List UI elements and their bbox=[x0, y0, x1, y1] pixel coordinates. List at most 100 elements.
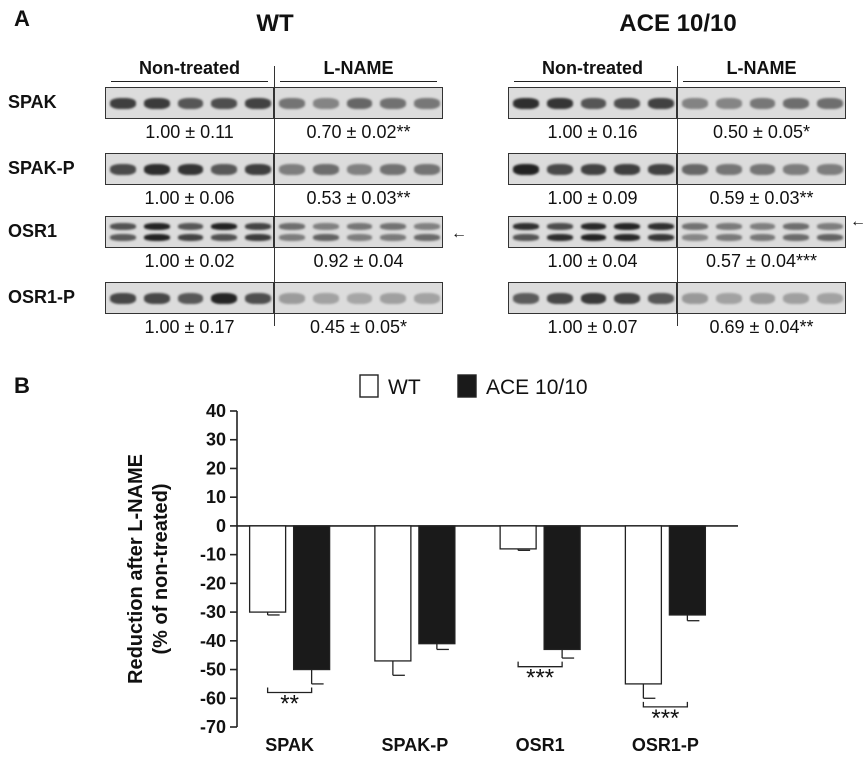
blot-band bbox=[414, 164, 440, 175]
blot-band bbox=[817, 98, 843, 109]
blot-band bbox=[346, 234, 373, 241]
blot-band bbox=[614, 164, 641, 175]
blot-band bbox=[513, 164, 539, 175]
y-tick-label: 40 bbox=[206, 401, 226, 421]
blot-band bbox=[312, 98, 339, 109]
blot-band bbox=[110, 98, 136, 109]
y-tick-label: -30 bbox=[200, 602, 226, 622]
x-tick-label: SPAK-P bbox=[382, 735, 449, 755]
blot-band bbox=[245, 293, 271, 304]
blot-image bbox=[508, 153, 677, 185]
y-tick-label: -10 bbox=[200, 545, 226, 565]
blot-image bbox=[677, 87, 846, 119]
blot-band bbox=[513, 223, 539, 230]
protein-label: SPAK-P bbox=[8, 158, 75, 178]
blot-band bbox=[682, 223, 708, 230]
condition-label: L-NAME bbox=[726, 58, 797, 78]
quant-value: 0.70 ± 0.02** bbox=[306, 122, 411, 142]
blot-image bbox=[105, 87, 274, 119]
blot-band bbox=[380, 223, 407, 230]
blot-image bbox=[274, 87, 443, 119]
blot-band bbox=[245, 234, 271, 241]
legend-swatch bbox=[457, 374, 477, 398]
genotype-title: ACE 10/10 bbox=[619, 10, 737, 37]
blot-band bbox=[245, 223, 271, 230]
blot-band bbox=[346, 223, 373, 230]
blot-band bbox=[783, 98, 810, 109]
blot-band bbox=[346, 293, 373, 304]
quant-value: 0.69 ± 0.04** bbox=[709, 317, 814, 337]
blot-image bbox=[677, 216, 846, 248]
blot-band bbox=[110, 223, 136, 230]
blot-band bbox=[614, 293, 641, 304]
bar bbox=[418, 525, 456, 645]
quant-value: 1.00 ± 0.02 bbox=[144, 251, 235, 271]
blot-band bbox=[580, 234, 607, 241]
blot-band bbox=[614, 98, 641, 109]
blot-image bbox=[105, 153, 274, 185]
genotype-title: WT bbox=[256, 10, 294, 37]
band-arrow-icon: ← bbox=[451, 225, 467, 242]
blot-band bbox=[614, 223, 641, 230]
bar bbox=[543, 525, 581, 651]
blot-band bbox=[648, 234, 674, 241]
significance-bracket bbox=[266, 687, 313, 694]
blot-band bbox=[513, 234, 539, 241]
blot-band bbox=[177, 234, 204, 241]
blot-image bbox=[677, 282, 846, 314]
quant-value: 1.00 ± 0.17 bbox=[144, 317, 235, 337]
x-tick-label: SPAK bbox=[265, 735, 314, 755]
blot-band bbox=[682, 234, 708, 241]
blot-band bbox=[279, 98, 305, 109]
condition-label: Non-treated bbox=[138, 58, 240, 78]
blot-band bbox=[380, 164, 407, 175]
y-tick-label: -50 bbox=[200, 660, 226, 680]
blot-band bbox=[414, 98, 440, 109]
quant-value: 1.00 ± 0.16 bbox=[547, 122, 638, 142]
blot-band bbox=[380, 234, 407, 241]
condition-label: Non-treated bbox=[541, 58, 643, 78]
condition-divider bbox=[677, 66, 678, 326]
blot-band bbox=[143, 164, 170, 175]
significance-bracket bbox=[517, 661, 563, 668]
blot-band bbox=[211, 234, 238, 241]
bar bbox=[248, 525, 287, 613]
blot-band bbox=[110, 293, 136, 304]
condition-label: L-NAME bbox=[323, 58, 394, 78]
blot-band bbox=[580, 164, 607, 175]
blot-image bbox=[508, 87, 677, 119]
blot-band bbox=[414, 223, 440, 230]
quant-value: 0.45 ± 0.05* bbox=[310, 317, 407, 337]
blot-band bbox=[414, 234, 440, 241]
legend-swatch bbox=[359, 374, 379, 398]
blot-band bbox=[817, 164, 843, 175]
significance-bracket bbox=[642, 701, 689, 708]
blot-band bbox=[682, 98, 708, 109]
blot-band bbox=[715, 293, 742, 304]
blot-band bbox=[580, 98, 607, 109]
blot-band bbox=[414, 293, 440, 304]
y-tick-label: -60 bbox=[200, 688, 226, 708]
y-tick-label: 30 bbox=[206, 430, 226, 450]
blot-band bbox=[580, 223, 607, 230]
blot-band bbox=[312, 223, 339, 230]
blot-band bbox=[648, 98, 674, 109]
blot-image bbox=[677, 153, 846, 185]
blot-band bbox=[749, 223, 776, 230]
blot-band bbox=[380, 293, 407, 304]
blot-band bbox=[783, 164, 810, 175]
blot-band bbox=[715, 223, 742, 230]
condition-divider bbox=[274, 66, 275, 326]
quant-value: 0.59 ± 0.03** bbox=[709, 188, 814, 208]
bar bbox=[668, 525, 707, 616]
blot-band bbox=[143, 98, 170, 109]
significance-label: *** bbox=[651, 705, 679, 732]
blot-band bbox=[715, 234, 742, 241]
blot-band bbox=[648, 293, 674, 304]
panel-b-letter: B bbox=[14, 373, 30, 398]
blot-band bbox=[715, 164, 742, 175]
blot-band bbox=[715, 98, 742, 109]
condition-underline bbox=[111, 81, 268, 82]
blot-band bbox=[546, 293, 573, 304]
blot-band bbox=[211, 293, 238, 304]
